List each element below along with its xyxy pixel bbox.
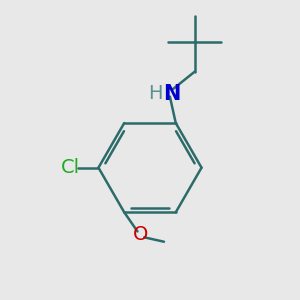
Text: O: O bbox=[133, 225, 148, 244]
Text: Cl: Cl bbox=[61, 158, 80, 177]
Text: H: H bbox=[148, 84, 163, 103]
Text: N: N bbox=[163, 84, 180, 103]
